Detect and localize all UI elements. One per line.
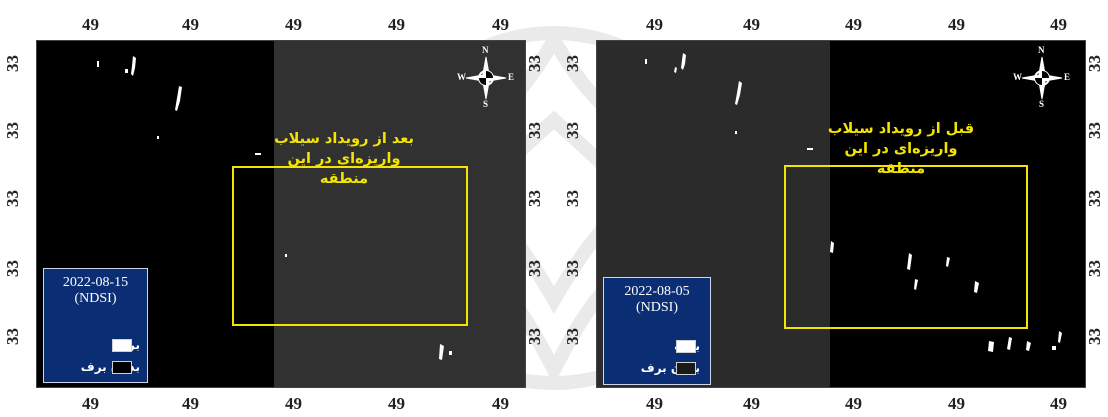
top-tick: 49 — [82, 15, 99, 34]
right-tick: 33 — [525, 260, 544, 277]
event-annotation: قبل از رویداد سیلاب واریزه‌ای در این منط… — [823, 119, 979, 179]
compass-e-label: E — [1064, 72, 1071, 82]
map-legend: 2022-08-15 (NDSI) برف بدون برف — [43, 268, 148, 383]
map-panel-after: 49 49 49 49 49 49 49 49 49 49 33 33 33 3… — [0, 0, 548, 417]
annotation-line-2: واریزه‌ای در این منطقه — [287, 151, 401, 187]
ndsi-raster — [597, 41, 1085, 387]
annotation-line-1: بعد از رویداد سیلاب — [274, 131, 414, 147]
top-tick: 49 — [646, 15, 663, 34]
compass-rose-icon — [465, 56, 507, 100]
compass-e-label: E — [508, 72, 515, 82]
left-tick: 33 — [563, 122, 582, 139]
right-tick: 33 — [1085, 328, 1104, 345]
bottom-tick: 49 — [646, 394, 663, 413]
top-tick: 49 — [845, 15, 862, 34]
left-tick: 33 — [3, 328, 22, 345]
right-tick: 33 — [1085, 55, 1104, 72]
left-tick: 33 — [563, 328, 582, 345]
right-tick: 33 — [525, 55, 544, 72]
top-tick: 49 — [182, 15, 199, 34]
annotation-line-1: قبل از رویداد سیلاب — [827, 121, 975, 137]
bottom-tick: 49 — [182, 394, 199, 413]
satellite-map: قبل از رویداد سیلاب واریزه‌ای در این منط… — [596, 40, 1086, 388]
top-tick: 49 — [1050, 15, 1067, 34]
legend-item-snow: برف — [52, 337, 140, 355]
legend-swatch-snow — [112, 339, 132, 352]
left-tick: 33 — [3, 190, 22, 207]
area-of-interest-box — [784, 165, 1028, 329]
legend-item-no-snow: بدون برف — [52, 359, 140, 377]
compass-s-label: S — [483, 99, 489, 109]
bottom-tick: 49 — [845, 394, 862, 413]
bottom-tick: 49 — [492, 394, 509, 413]
north-arrow-compass: N S W E — [457, 45, 515, 109]
left-tick: 33 — [563, 260, 582, 277]
left-tick: 33 — [3, 122, 22, 139]
legend-swatch-snow — [676, 340, 696, 353]
compass-n-label: N — [482, 45, 489, 55]
legend-swatch-no-snow — [112, 361, 132, 374]
top-tick: 49 — [388, 15, 405, 34]
compass-rose-icon — [1021, 56, 1063, 100]
map-legend: 2022-08-05 (NDSI) برف بدون برف — [603, 277, 711, 385]
compass-s-label: S — [1039, 99, 1045, 109]
north-arrow-compass: N S W E — [1013, 45, 1071, 109]
bottom-tick: 49 — [82, 394, 99, 413]
bottom-tick: 49 — [948, 394, 965, 413]
bottom-tick: 49 — [1050, 394, 1067, 413]
map-panel-before: 49 49 49 49 49 49 49 49 49 49 33 33 33 3… — [560, 0, 1108, 417]
left-tick: 33 — [563, 190, 582, 207]
bottom-tick: 49 — [285, 394, 302, 413]
right-tick: 33 — [525, 190, 544, 207]
left-tick: 33 — [3, 260, 22, 277]
legend-date: 2022-08-05 — [624, 284, 690, 299]
left-tick: 33 — [3, 55, 22, 72]
right-tick: 33 — [525, 328, 544, 345]
right-tick: 33 — [1085, 260, 1104, 277]
bottom-tick: 49 — [388, 394, 405, 413]
legend-swatch-no-snow — [676, 362, 696, 375]
legend-item-snow: برف — [612, 338, 700, 356]
top-tick: 49 — [285, 15, 302, 34]
area-of-interest-box — [232, 166, 468, 326]
event-annotation: بعد از رویداد سیلاب واریزه‌ای در این منط… — [269, 129, 419, 189]
top-tick: 49 — [492, 15, 509, 34]
right-tick: 33 — [1085, 190, 1104, 207]
satellite-map: بعد از رویداد سیلاب واریزه‌ای در این منط… — [36, 40, 526, 388]
legend-item-no-snow: بدون برف — [612, 360, 700, 378]
legend-index: (NDSI) — [636, 300, 678, 315]
compass-w-label: W — [1013, 72, 1022, 82]
right-tick: 33 — [525, 122, 544, 139]
compass-n-label: N — [1038, 45, 1045, 55]
legend-date: 2022-08-15 — [62, 275, 129, 290]
right-tick: 33 — [1085, 122, 1104, 139]
top-tick: 49 — [743, 15, 760, 34]
legend-index: (NDSI) — [74, 291, 117, 306]
compass-w-label: W — [457, 72, 466, 82]
left-tick: 33 — [563, 55, 582, 72]
top-tick: 49 — [948, 15, 965, 34]
bottom-tick: 49 — [743, 394, 760, 413]
